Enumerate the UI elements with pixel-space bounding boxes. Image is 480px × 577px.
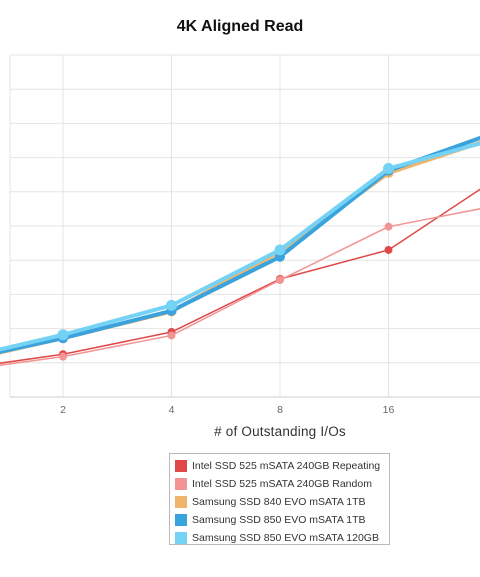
data-point-4-3 xyxy=(274,244,286,256)
grid xyxy=(9,54,480,398)
legend-swatch-3 xyxy=(175,514,187,526)
series-lines xyxy=(0,135,480,366)
legend: Intel SSD 525 mSATA 240GB Repeating Intel… xyxy=(169,453,390,545)
chart-title: 4K Aligned Read xyxy=(176,18,304,35)
data-point-4-2 xyxy=(166,299,177,311)
data-point-1-3 xyxy=(276,276,284,285)
series-4 xyxy=(0,141,480,352)
legend-swatch-2 xyxy=(175,496,187,508)
series-line-0 xyxy=(0,188,480,364)
legend-label-2: Samsung SSD 840 EVO mSATA 1TB xyxy=(192,496,366,508)
series-1 xyxy=(0,208,480,366)
legend-item-2: Samsung SSD 840 EVO mSATA 1TB xyxy=(175,493,389,511)
legend-item-3: Samsung SSD 850 EVO mSATA 1TB xyxy=(175,511,389,529)
data-point-1-1 xyxy=(59,352,67,361)
series-line-1 xyxy=(0,208,480,366)
data-point-0-4 xyxy=(384,245,393,254)
legend-item-1: Intel SSD 525 mSATA 240GB Random xyxy=(175,475,389,493)
data-point-1-4 xyxy=(384,222,393,231)
data-point-4-4 xyxy=(383,163,394,175)
series-line-4 xyxy=(0,141,480,352)
x-tick-label-2: 8 xyxy=(277,404,283,416)
legend-item-4: Samsung SSD 850 EVO mSATA 120GB xyxy=(175,529,389,547)
legend-item-0: Intel SSD 525 mSATA 240GB Repeating xyxy=(175,457,389,475)
data-point-4-1 xyxy=(57,329,69,341)
x-tick-label-1: 4 xyxy=(169,404,175,416)
legend-label-0: Intel SSD 525 mSATA 240GB Repeating xyxy=(192,460,381,472)
legend-label-1: Intel SSD 525 mSATA 240GB Random xyxy=(192,478,372,490)
legend-swatch-4 xyxy=(175,532,187,544)
x-tick-label-3: 16 xyxy=(383,404,395,416)
legend-label-4: Samsung SSD 850 EVO mSATA 120GB xyxy=(192,532,379,544)
x-tick-label-0: 2 xyxy=(60,404,66,416)
x-tick-labels: 2 4 8 16 xyxy=(60,404,394,416)
legend-swatch-0 xyxy=(175,460,187,472)
data-point-1-2 xyxy=(167,331,176,340)
legend-swatch-1 xyxy=(175,478,187,490)
x-axis-label: # of Outstanding I/Os xyxy=(214,424,346,439)
legend-label-3: Samsung SSD 850 EVO mSATA 1TB xyxy=(192,514,366,526)
